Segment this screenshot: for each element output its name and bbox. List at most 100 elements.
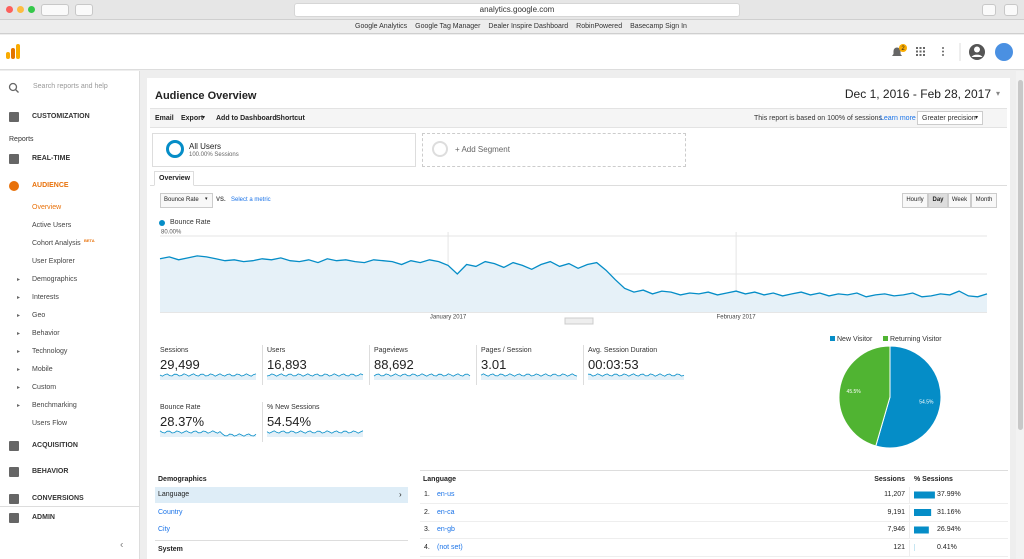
export-button[interactable]: Export	[181, 115, 204, 122]
nav-section[interactable]: CUSTOMIZATION	[32, 113, 90, 120]
granularity-button[interactable]: Week	[948, 193, 971, 208]
dashboard-button[interactable]: Add to Dashboard	[216, 115, 277, 122]
nav-item[interactable]: Active Users	[32, 222, 72, 229]
tabs-button[interactable]	[1004, 4, 1018, 16]
shortcut-button[interactable]: Shortcut	[276, 115, 305, 122]
nav-arrow: ▸	[17, 385, 21, 391]
segment-share: 100.00% Sessions	[189, 152, 239, 158]
search-input[interactable]: Search reports and help	[33, 83, 108, 90]
nav-buttons[interactable]	[41, 4, 69, 16]
nav-arrow: ▸	[17, 349, 21, 355]
bookmarks: Google Analytics Google Tag Manager Dealer…	[355, 23, 695, 30]
nav-section[interactable]: CONVERSIONS	[32, 495, 84, 502]
sampling-note: This report is based on 100% of sessions…	[754, 115, 884, 122]
row-share: 0.41%	[937, 543, 957, 551]
nav-item[interactable]: Demographics	[32, 276, 78, 283]
zoom-button[interactable]	[28, 6, 35, 13]
nav-item[interactable]: Overview	[32, 204, 62, 211]
segment[interactable]	[152, 133, 416, 167]
metric-value: 29,499	[160, 357, 200, 372]
column-divider	[909, 504, 910, 522]
scrollbar-thumb[interactable]	[1018, 80, 1023, 430]
nav-arrow: ▸	[17, 313, 21, 319]
nav-arrow: ▸	[17, 295, 21, 301]
nav-item[interactable]: Interests	[32, 294, 59, 301]
row-language[interactable]: en-us	[437, 491, 455, 498]
add-segment[interactable]	[422, 133, 686, 167]
select-metric-link[interactable]: Select a metric	[231, 197, 271, 203]
system-title: System	[158, 546, 183, 553]
report-title: Audience Overview	[155, 90, 257, 102]
metric-divider	[369, 345, 370, 385]
metric-select[interactable]	[160, 193, 213, 208]
nav-item[interactable]: Custom	[32, 384, 57, 391]
row-divider	[420, 555, 1008, 557]
nav-icon	[9, 513, 19, 523]
bookmark[interactable]: Google Analytics	[355, 23, 408, 30]
nav-arrow: ▸	[17, 277, 21, 283]
metric-value: 16,893	[267, 357, 307, 372]
share-button[interactable]	[982, 4, 996, 16]
nav-icon	[9, 154, 19, 164]
bookmark[interactable]: RobinPowered	[576, 23, 623, 30]
add-segment-icon	[432, 141, 448, 157]
nav-section[interactable]: ACQUISITION	[32, 442, 78, 449]
nav-section[interactable]: ADMIN	[32, 514, 55, 521]
row-sessions: 11,207	[884, 491, 905, 498]
bookmark[interactable]: Basecamp Sign In	[630, 23, 687, 30]
segment-icon	[166, 140, 184, 158]
nav-item[interactable]: Cohort Analysis	[32, 240, 81, 247]
nav-item[interactable]: Mobile	[32, 366, 53, 373]
nav-icon	[9, 441, 19, 451]
export-caret: ▾	[202, 115, 206, 121]
nav-section[interactable]: BEHAVIOR	[32, 468, 69, 475]
tab[interactable]	[154, 171, 194, 186]
tab-label: Overview	[159, 175, 191, 182]
metric-value: 00:03:53	[588, 357, 639, 372]
minimize-button[interactable]	[17, 6, 24, 13]
date-caret[interactable]: ▾	[996, 89, 1001, 98]
nav-arrow: ▸	[17, 367, 21, 373]
demographics-item[interactable]: City	[158, 526, 171, 533]
precision-select[interactable]	[917, 111, 983, 125]
bookmark[interactable]: Dealer Inspire Dashboard	[488, 23, 569, 30]
row-language[interactable]: (not set)	[437, 543, 463, 551]
row-rank: 4.	[424, 543, 430, 551]
sidebar	[0, 71, 140, 559]
nav-item[interactable]: Benchmarking	[32, 402, 77, 409]
nav-item[interactable]: Behavior	[32, 330, 60, 337]
nav-section[interactable]: REAL-TIME	[32, 155, 71, 162]
demographics-item[interactable]: Language	[158, 491, 190, 498]
metric-label: Avg. Session Duration	[588, 347, 658, 354]
email-button[interactable]: Email	[155, 115, 174, 122]
learn-more-link[interactable]: Learn more	[880, 115, 916, 122]
address-bar[interactable]	[294, 3, 740, 17]
row-sessions: 9,191	[887, 508, 905, 516]
row-language[interactable]: en-ca	[437, 508, 455, 516]
nav-item[interactable]: Geo	[32, 312, 46, 319]
tab-rule	[150, 185, 1007, 186]
row-language[interactable]: en-gb	[437, 526, 455, 533]
granularity-button[interactable]: Month	[971, 193, 997, 208]
nav-item[interactable]: Users Flow	[32, 420, 68, 427]
date-range[interactable]: Dec 1, 2016 - Feb 28, 2017	[844, 87, 991, 101]
bookmark[interactable]: Google Tag Manager	[415, 23, 481, 30]
logo	[16, 44, 20, 59]
nav-item[interactable]: Technology	[32, 348, 68, 355]
column-header: Language	[423, 476, 457, 483]
nav-section[interactable]: AUDIENCE	[32, 182, 69, 189]
demographics-item[interactable]: Country	[158, 509, 183, 516]
metric-divider	[262, 402, 263, 442]
nav-item[interactable]: User Explorer	[32, 258, 75, 265]
sidebar-button[interactable]	[75, 4, 93, 16]
column-divider	[909, 539, 910, 557]
granularity-button[interactable]: Day	[928, 193, 948, 208]
granularity-button[interactable]: Hourly	[902, 193, 928, 208]
row-divider	[420, 538, 1008, 539]
logo	[11, 48, 15, 59]
column-divider	[909, 487, 910, 504]
selected-row[interactable]	[155, 487, 408, 503]
close-button[interactable]	[6, 6, 13, 13]
precision-caret: ▾	[975, 115, 979, 121]
